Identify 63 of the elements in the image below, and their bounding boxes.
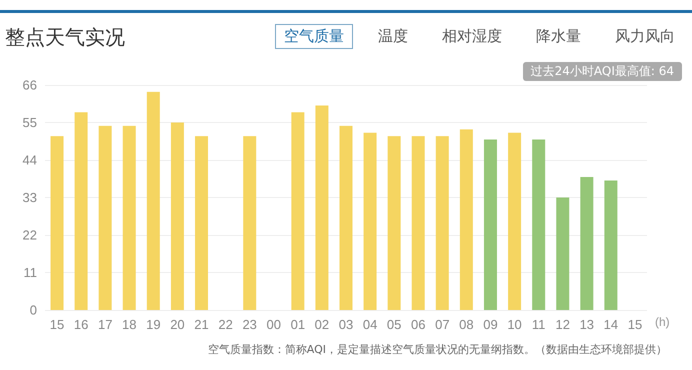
y-tick-label: 33: [22, 190, 37, 205]
bar: [532, 140, 546, 310]
text: 空气质量: [275, 24, 353, 49]
x-tick-label: 15: [628, 317, 642, 332]
bar: [146, 92, 160, 310]
x-tick-label: 06: [411, 317, 426, 332]
bar: [508, 132, 522, 310]
x-tick-label: 05: [386, 317, 402, 332]
text: 降水量: [535, 26, 582, 47]
x-tick-label: 23: [242, 317, 257, 332]
bar: [122, 126, 136, 310]
bar: [436, 136, 449, 310]
bar: [340, 126, 352, 310]
bar: [98, 126, 112, 310]
text: 过去24小时AQI最高值: 64: [522, 62, 682, 81]
bar: [315, 105, 328, 310]
x-tick-label: 18: [122, 317, 137, 332]
y-tick-label: 0: [30, 302, 37, 318]
x-tick-label: 11: [532, 317, 546, 332]
x-tick-label: 19: [146, 317, 161, 332]
y-tick-label: 44: [22, 152, 37, 168]
bar: [604, 180, 618, 310]
y-tick-label: 22: [22, 228, 37, 242]
x-tick-label: 02: [314, 317, 330, 332]
x-tick-label: 03: [338, 317, 354, 332]
bar: [412, 136, 425, 310]
x-tick-label: 04: [362, 317, 378, 332]
x-axis-title: (h): [655, 315, 670, 329]
x-tick-label: 07: [435, 317, 450, 332]
x-tick-label: 17: [98, 317, 112, 332]
x-tick-label: 12: [555, 317, 570, 332]
x-tick-label: 15: [50, 317, 64, 332]
x-tick-label: 08: [459, 317, 474, 332]
x-tick-label: 00: [266, 317, 281, 332]
x-tick-label: 13: [580, 317, 594, 332]
bar: [74, 112, 88, 310]
bar: [484, 140, 497, 310]
bar: [195, 136, 208, 310]
x-tick-label: 10: [507, 317, 522, 332]
x-tick-label: 14: [604, 317, 618, 332]
bar: [243, 136, 256, 310]
x-tick-label: 20: [170, 317, 185, 332]
text: 温度: [377, 26, 409, 47]
x-tick-label: 16: [74, 317, 88, 332]
bar: [364, 132, 377, 310]
y-tick-label: 66: [22, 78, 37, 92]
bar: [460, 129, 473, 310]
chart-title: 整点天气实况: [5, 25, 125, 49]
bar: [50, 136, 64, 310]
y-tick-label: 11: [24, 265, 37, 280]
x-tick-label: 09: [483, 317, 498, 332]
y-tick-label: 55: [22, 115, 37, 130]
text: 空气质量指数：简称AQI，是定量描述空气质量状况的无量纲指数。（数据由生态环境部提供）: [208, 342, 667, 357]
bar: [291, 112, 304, 310]
bar: [580, 177, 594, 310]
x-tick-label: 01: [290, 317, 306, 332]
x-tick-label: 22: [218, 317, 233, 332]
text: 相对湿度: [441, 26, 503, 47]
bar: [556, 198, 570, 310]
x-tick-label: 21: [194, 317, 209, 332]
bar: [388, 136, 401, 310]
bar: [170, 122, 184, 310]
text: 风力风向: [614, 26, 676, 47]
